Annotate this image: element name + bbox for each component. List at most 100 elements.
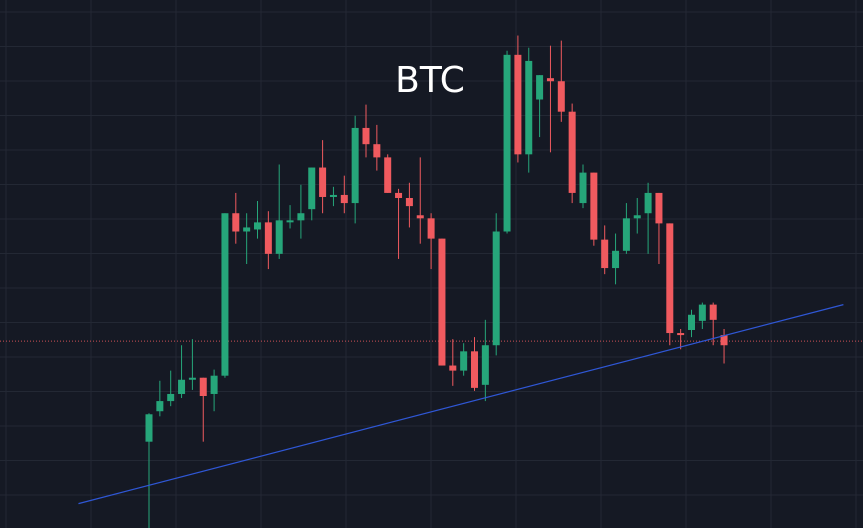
- candle-body: [297, 213, 305, 221]
- candle: [373, 124, 381, 171]
- candle-body: [579, 172, 587, 204]
- candle: [286, 205, 294, 229]
- candle: [677, 328, 685, 350]
- candle-body: [471, 351, 478, 388]
- candle: [481, 319, 489, 402]
- candle-body: [167, 393, 175, 402]
- candle: [460, 343, 468, 376]
- candle-body: [481, 345, 489, 385]
- candle-body: [427, 218, 435, 239]
- candle: [351, 115, 359, 224]
- candle-body: [308, 167, 316, 210]
- candle-body: [536, 75, 544, 100]
- candle: [601, 225, 609, 275]
- candle: [438, 238, 446, 366]
- candle: [145, 413, 153, 528]
- trendline: [78, 304, 844, 505]
- candle-body: [644, 192, 652, 214]
- candle: [525, 47, 533, 173]
- candle: [275, 164, 283, 259]
- candle-body: [612, 250, 620, 269]
- candle-body: [720, 335, 728, 346]
- candle: [340, 175, 348, 214]
- candles: [145, 35, 728, 528]
- candle: [503, 50, 511, 234]
- candle: [633, 198, 641, 234]
- candle-body: [178, 379, 186, 394]
- candle-body: [666, 223, 674, 334]
- candle-body: [460, 351, 468, 371]
- chart-title: BTC: [395, 60, 465, 101]
- candle-body: [384, 157, 392, 193]
- candle-body: [677, 333, 685, 336]
- candle: [167, 370, 175, 407]
- candle: [698, 302, 706, 329]
- candle-body: [221, 213, 229, 376]
- candle: [449, 339, 457, 386]
- candle: [590, 172, 598, 246]
- candle-body: [546, 78, 554, 82]
- candle: [557, 40, 565, 122]
- candle: [199, 377, 207, 442]
- candle-body: [622, 218, 630, 251]
- candle-body: [655, 192, 663, 224]
- candle: [655, 192, 663, 264]
- candle: [254, 201, 261, 239]
- candle: [622, 203, 630, 254]
- candle: [405, 182, 413, 228]
- candle-body: [210, 375, 218, 394]
- candle-body: [568, 111, 576, 193]
- candle-body: [254, 222, 261, 230]
- candle-body: [275, 220, 283, 254]
- candle: [644, 182, 652, 254]
- candle: [308, 167, 316, 221]
- candle: [210, 369, 218, 412]
- candle-body: [698, 304, 706, 321]
- candle-body: [156, 401, 164, 412]
- candle: [492, 213, 500, 356]
- candle-body: [329, 194, 337, 197]
- candle-body: [340, 194, 348, 204]
- candle: [329, 186, 337, 207]
- candle-body: [145, 414, 153, 442]
- candle-body: [188, 377, 196, 380]
- candle-body: [557, 81, 565, 112]
- candle-body: [709, 304, 717, 320]
- candle-body: [319, 167, 327, 197]
- candle: [319, 140, 327, 214]
- candle-body: [492, 231, 500, 346]
- candle-body: [438, 238, 446, 366]
- candle-body: [449, 365, 457, 371]
- candle-body: [590, 172, 598, 240]
- candle: [297, 184, 305, 239]
- candle: [471, 337, 478, 391]
- candle: [232, 192, 240, 244]
- candle-body: [286, 220, 294, 223]
- candle: [362, 104, 370, 158]
- candle: [514, 35, 522, 163]
- candle: [536, 75, 544, 138]
- candle-body: [395, 192, 403, 198]
- candle-body: [362, 127, 370, 145]
- candle: [427, 213, 435, 270]
- candle-body: [264, 222, 272, 254]
- candle: [188, 339, 196, 390]
- candle-body: [199, 377, 207, 396]
- candle: [720, 328, 728, 364]
- candle: [178, 345, 186, 399]
- candle-body: [351, 127, 359, 204]
- candle: [546, 45, 554, 153]
- candle: [612, 233, 620, 285]
- candle-body: [601, 239, 609, 269]
- candle: [688, 309, 695, 338]
- candle-body: [373, 144, 381, 158]
- candle-body: [525, 60, 533, 155]
- candle-body: [232, 213, 240, 232]
- candle-body: [243, 227, 251, 232]
- candle: [243, 213, 251, 264]
- candle: [156, 380, 164, 417]
- candle-body: [514, 54, 522, 155]
